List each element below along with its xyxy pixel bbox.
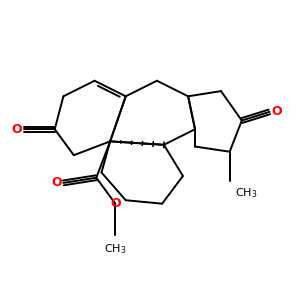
Text: O: O [11,123,22,136]
Text: CH$_3$: CH$_3$ [235,186,257,200]
Text: O: O [51,176,62,189]
Text: O: O [271,105,282,119]
Text: O: O [110,197,121,210]
Text: CH$_3$: CH$_3$ [104,242,127,256]
